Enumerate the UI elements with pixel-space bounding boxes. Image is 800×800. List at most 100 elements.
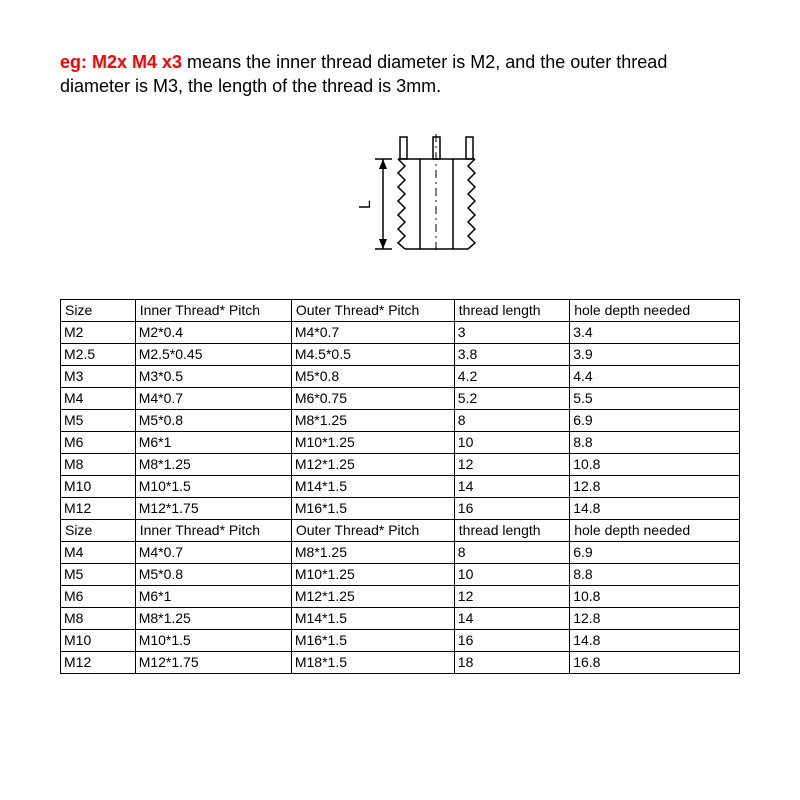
spec-table: SizeInner Thread* PitchOuter Thread* Pit…	[60, 299, 740, 674]
table-row: M5M5*0.8M10*1.25108.8	[61, 563, 740, 585]
table-cell: 3.9	[570, 343, 740, 365]
table-cell: M5*0.8	[291, 365, 454, 387]
table-cell: M4	[61, 387, 136, 409]
table-cell: 18	[454, 651, 569, 673]
table-header-cell: Outer Thread* Pitch	[291, 519, 454, 541]
table-cell: 10.8	[570, 585, 740, 607]
table-row: M2.5M2.5*0.45M4.5*0.53.83.9	[61, 343, 740, 365]
table-cell: M16*1.5	[291, 629, 454, 651]
table-header-cell: Inner Thread* Pitch	[135, 299, 291, 321]
table-cell: M6	[61, 431, 136, 453]
table-cell: 14	[454, 607, 569, 629]
table-cell: 12.8	[570, 607, 740, 629]
table-cell: 12	[454, 453, 569, 475]
thread-diagram: L	[60, 119, 740, 274]
table-cell: M6*0.75	[291, 387, 454, 409]
table-cell: 12.8	[570, 475, 740, 497]
table-row: M8M8*1.25M12*1.251210.8	[61, 453, 740, 475]
table-header-row: SizeInner Thread* PitchOuter Thread* Pit…	[61, 299, 740, 321]
table-cell: 4.2	[454, 365, 569, 387]
table-cell: M18*1.5	[291, 651, 454, 673]
table-row: M12M12*1.75M16*1.51614.8	[61, 497, 740, 519]
table-header-cell: thread length	[454, 299, 569, 321]
table-cell: M4	[61, 541, 136, 563]
table-cell: M14*1.5	[291, 475, 454, 497]
table-header-cell: hole depth needed	[570, 299, 740, 321]
table-cell: M2	[61, 321, 136, 343]
table-cell: 3.4	[570, 321, 740, 343]
table-cell: 4.4	[570, 365, 740, 387]
table-cell: M3*0.5	[135, 365, 291, 387]
table-cell: 8.8	[570, 563, 740, 585]
table-cell: M5	[61, 409, 136, 431]
table-row: M3M3*0.5M5*0.84.24.4	[61, 365, 740, 387]
table-row: M8M8*1.25M14*1.51412.8	[61, 607, 740, 629]
table-cell: M12	[61, 497, 136, 519]
table-cell: 8	[454, 409, 569, 431]
table-cell: M12*1.75	[135, 651, 291, 673]
table-cell: 16.8	[570, 651, 740, 673]
table-cell: M10*1.25	[291, 563, 454, 585]
table-cell: 10.8	[570, 453, 740, 475]
table-cell: M8*1.25	[291, 409, 454, 431]
table-cell: M8	[61, 453, 136, 475]
table-cell: M8*1.25	[135, 453, 291, 475]
table-cell: 14.8	[570, 497, 740, 519]
table-cell: M2.5*0.45	[135, 343, 291, 365]
table-cell: 8.8	[570, 431, 740, 453]
table-cell: M10	[61, 475, 136, 497]
table-cell: M5*0.8	[135, 563, 291, 585]
table-row: M4M4*0.7M6*0.755.25.5	[61, 387, 740, 409]
table-cell: 10	[454, 563, 569, 585]
table-cell: M10	[61, 629, 136, 651]
table-cell: 3.8	[454, 343, 569, 365]
table-cell: 10	[454, 431, 569, 453]
table-cell: M8*1.25	[135, 607, 291, 629]
table-cell: M5*0.8	[135, 409, 291, 431]
thread-spec-table: SizeInner Thread* PitchOuter Thread* Pit…	[60, 299, 740, 674]
table-header-row: SizeInner Thread* PitchOuter Thread* Pit…	[61, 519, 740, 541]
table-cell: 14.8	[570, 629, 740, 651]
table-cell: 14	[454, 475, 569, 497]
table-row: M6M6*1M10*1.25108.8	[61, 431, 740, 453]
table-header-cell: Size	[61, 299, 136, 321]
table-cell: 16	[454, 497, 569, 519]
table-row: M10M10*1.5M16*1.51614.8	[61, 629, 740, 651]
table-cell: M8*1.25	[291, 541, 454, 563]
svg-text:L: L	[357, 200, 374, 209]
table-cell: M6*1	[135, 585, 291, 607]
eg-label: eg: M2x M4 x3	[60, 52, 182, 72]
table-cell: 5.5	[570, 387, 740, 409]
table-header-cell: thread length	[454, 519, 569, 541]
table-cell: M16*1.5	[291, 497, 454, 519]
table-row: M12M12*1.75M18*1.51816.8	[61, 651, 740, 673]
table-cell: 12	[454, 585, 569, 607]
table-row: M4M4*0.7M8*1.2586.9	[61, 541, 740, 563]
table-row: M6M6*1M12*1.251210.8	[61, 585, 740, 607]
table-cell: M10*1.5	[135, 629, 291, 651]
table-cell: M2*0.4	[135, 321, 291, 343]
table-cell: M10*1.25	[291, 431, 454, 453]
table-cell: M6	[61, 585, 136, 607]
table-cell: M12*1.25	[291, 453, 454, 475]
table-cell: M12*1.25	[291, 585, 454, 607]
table-row: M5M5*0.8M8*1.2586.9	[61, 409, 740, 431]
table-row: M2M2*0.4M4*0.733.4	[61, 321, 740, 343]
table-cell: 3	[454, 321, 569, 343]
table-cell: 6.9	[570, 541, 740, 563]
table-header-cell: Outer Thread* Pitch	[291, 299, 454, 321]
table-cell: M12	[61, 651, 136, 673]
table-cell: M4*0.7	[291, 321, 454, 343]
table-row: M10M10*1.5M14*1.51412.8	[61, 475, 740, 497]
table-cell: 6.9	[570, 409, 740, 431]
table-header-cell: Inner Thread* Pitch	[135, 519, 291, 541]
table-cell: 5.2	[454, 387, 569, 409]
description-text: eg: M2x M4 x3 means the inner thread dia…	[60, 50, 740, 99]
table-cell: M10*1.5	[135, 475, 291, 497]
table-cell: 8	[454, 541, 569, 563]
table-cell: M4*0.7	[135, 541, 291, 563]
table-cell: M3	[61, 365, 136, 387]
table-cell: M14*1.5	[291, 607, 454, 629]
table-cell: M2.5	[61, 343, 136, 365]
table-header-cell: Size	[61, 519, 136, 541]
